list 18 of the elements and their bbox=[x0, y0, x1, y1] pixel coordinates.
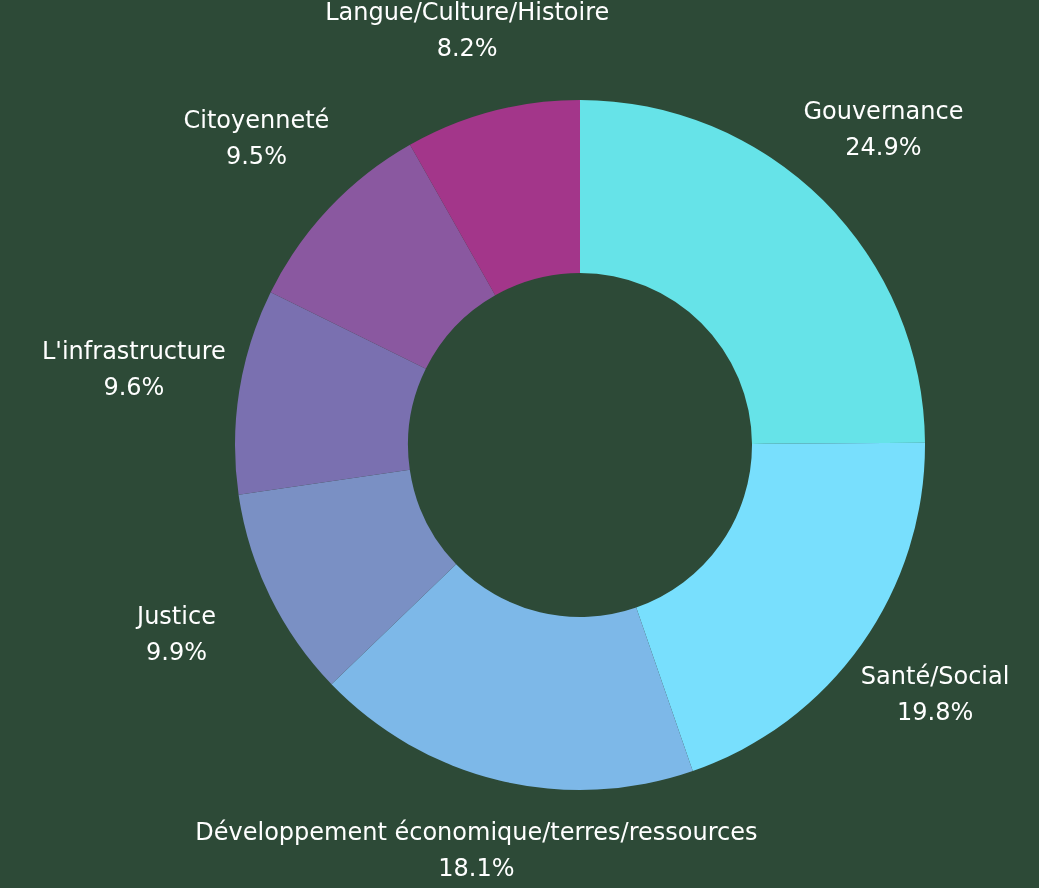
donut-slice bbox=[331, 564, 693, 790]
donut-slice bbox=[238, 469, 457, 685]
slice-label: L'infrastructure bbox=[41, 337, 226, 366]
data-label: 9.9% bbox=[146, 638, 207, 667]
data-label: 19.8% bbox=[896, 697, 974, 726]
donut-slice bbox=[410, 100, 580, 296]
data-label: 9.5% bbox=[225, 141, 287, 170]
slice-label: Gouvernance bbox=[803, 96, 964, 125]
data-label: 18.1% bbox=[438, 853, 515, 882]
slice-label: Développement économique/terres/ressources bbox=[195, 817, 758, 846]
slice-label: Santé/Social bbox=[860, 661, 1010, 690]
data-label: 8.2% bbox=[436, 33, 498, 62]
slice-label: Langue/Culture/Histoire bbox=[325, 0, 610, 26]
data-label: 24.9% bbox=[845, 132, 922, 161]
data-label: 9.6% bbox=[103, 373, 165, 402]
donut-slice bbox=[235, 292, 426, 495]
slice-label: Justice bbox=[135, 602, 216, 631]
slice-label: Citoyenneté bbox=[183, 105, 330, 134]
